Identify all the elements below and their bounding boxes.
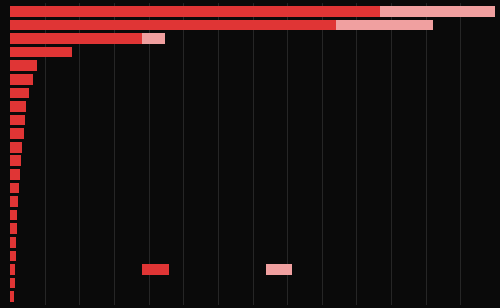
Bar [10, 142, 22, 152]
Bar [10, 101, 26, 112]
Bar [10, 291, 14, 302]
Bar [10, 33, 142, 44]
Bar [10, 19, 336, 30]
Bar [10, 169, 20, 180]
Bar [10, 87, 29, 98]
Bar [10, 278, 15, 289]
Bar [10, 128, 24, 139]
Bar [380, 6, 500, 17]
Bar [142, 33, 165, 44]
Bar [10, 156, 20, 166]
Bar [10, 183, 19, 193]
Bar [142, 264, 169, 275]
Bar [10, 264, 16, 275]
Bar [10, 196, 18, 207]
Bar [10, 237, 16, 248]
Bar [10, 47, 72, 57]
Bar [336, 19, 434, 30]
Bar [10, 251, 16, 261]
Bar [10, 6, 380, 17]
Bar [10, 74, 33, 84]
Bar [10, 210, 18, 221]
Bar [10, 115, 25, 125]
Bar [10, 60, 38, 71]
Bar [266, 264, 292, 275]
Bar [10, 224, 17, 234]
